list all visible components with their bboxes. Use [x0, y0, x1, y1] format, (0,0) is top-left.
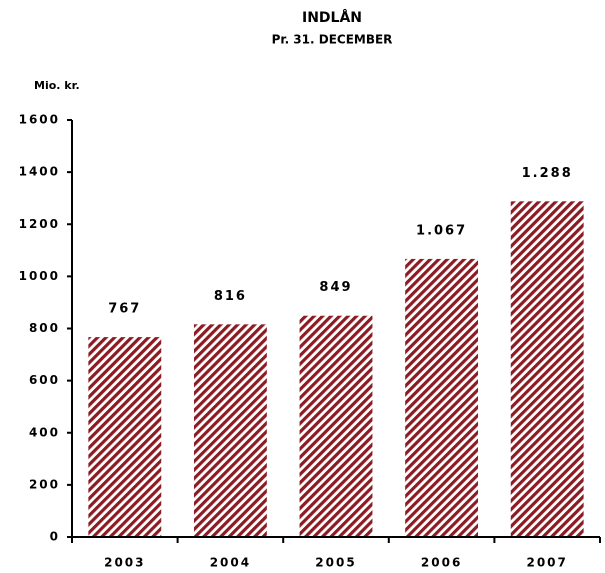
y-tick-label: 0	[50, 530, 60, 544]
value-label: 849	[319, 280, 352, 295]
value-label: 1.288	[522, 166, 573, 181]
value-label: 767	[108, 302, 141, 317]
y-tick-label: 200	[29, 477, 60, 491]
y-tick-label: 400	[29, 425, 60, 439]
x-tick-label: 2004	[210, 556, 251, 570]
y-axis-label: Mio. kr.	[34, 79, 80, 92]
value-label: 816	[214, 289, 247, 304]
x-tick-label: 2006	[421, 556, 462, 570]
y-tick-label: 600	[29, 373, 60, 387]
value-label: 1.067	[416, 223, 467, 238]
bar	[88, 337, 162, 537]
y-tick-label: 800	[29, 321, 60, 335]
x-tick-label: 2007	[526, 556, 567, 570]
bar	[405, 258, 479, 537]
bar	[299, 315, 373, 537]
bar	[193, 324, 267, 537]
bar	[510, 201, 584, 537]
chart-title: INDLÅN	[302, 9, 362, 26]
x-tick-label: 2003	[104, 556, 145, 570]
y-tick-label: 1600	[19, 113, 60, 127]
x-tick-label: 2005	[315, 556, 356, 570]
y-tick-label: 1200	[19, 217, 60, 231]
y-tick-label: 1000	[19, 269, 60, 283]
chart-subtitle: Pr. 31. DECEMBER	[272, 33, 393, 47]
y-tick-label: 1400	[19, 165, 60, 179]
